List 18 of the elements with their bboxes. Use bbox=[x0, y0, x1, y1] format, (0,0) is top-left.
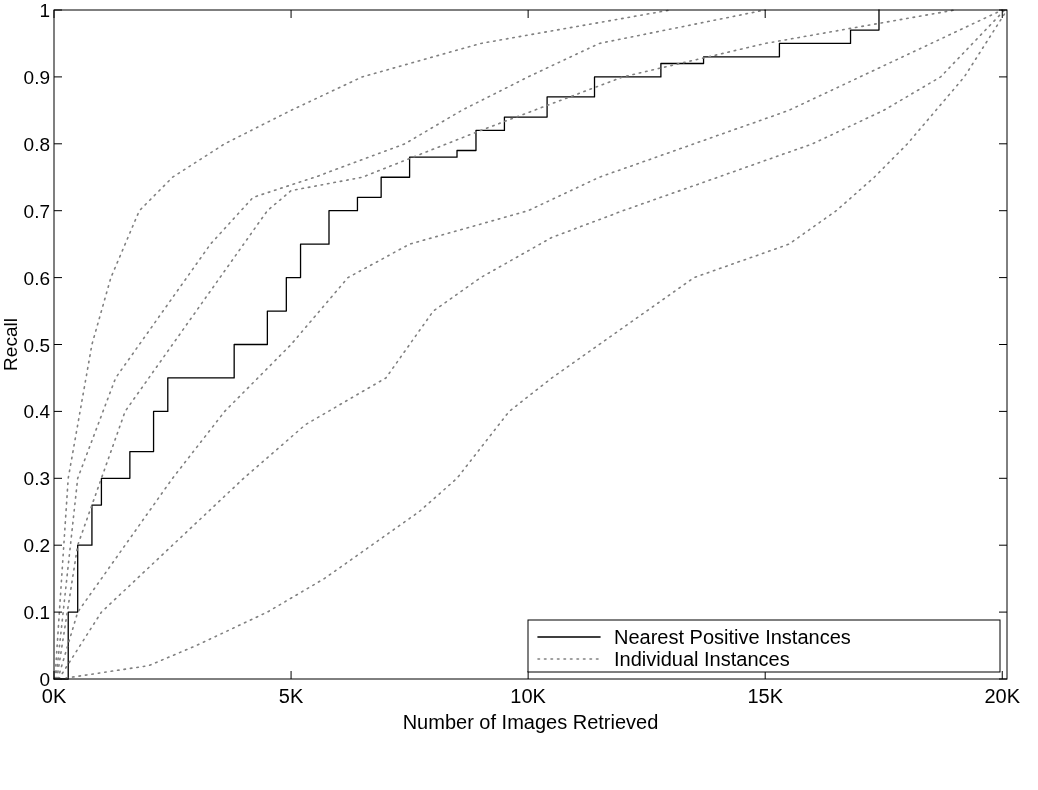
y-tick-label: 0.9 bbox=[23, 66, 50, 88]
y-axis-title: Recall bbox=[0, 318, 21, 371]
x-tick-label: 20K bbox=[984, 685, 1021, 707]
legend-label: Nearest Positive Instances bbox=[614, 626, 851, 648]
x-tick-label: 10K bbox=[510, 685, 547, 707]
y-tick-label: 0.5 bbox=[23, 334, 50, 356]
y-tick-label: 1 bbox=[39, 0, 50, 21]
y-tick-label: 0.3 bbox=[23, 468, 50, 490]
y-tick-label: 0.8 bbox=[23, 133, 50, 155]
y-tick-label: 0.1 bbox=[23, 602, 50, 624]
legend-label: Individual Instances bbox=[614, 648, 790, 670]
x-tick-label: 15K bbox=[747, 685, 784, 707]
y-tick-label: 0.7 bbox=[23, 200, 50, 222]
y-tick-label: 0.6 bbox=[23, 267, 50, 289]
y-tick-label: 0.2 bbox=[23, 535, 50, 557]
x-tick-label: 5K bbox=[278, 685, 304, 707]
y-tick-label: 0.4 bbox=[23, 401, 51, 423]
x-axis-title: Number of Images Retrieved bbox=[402, 711, 659, 733]
